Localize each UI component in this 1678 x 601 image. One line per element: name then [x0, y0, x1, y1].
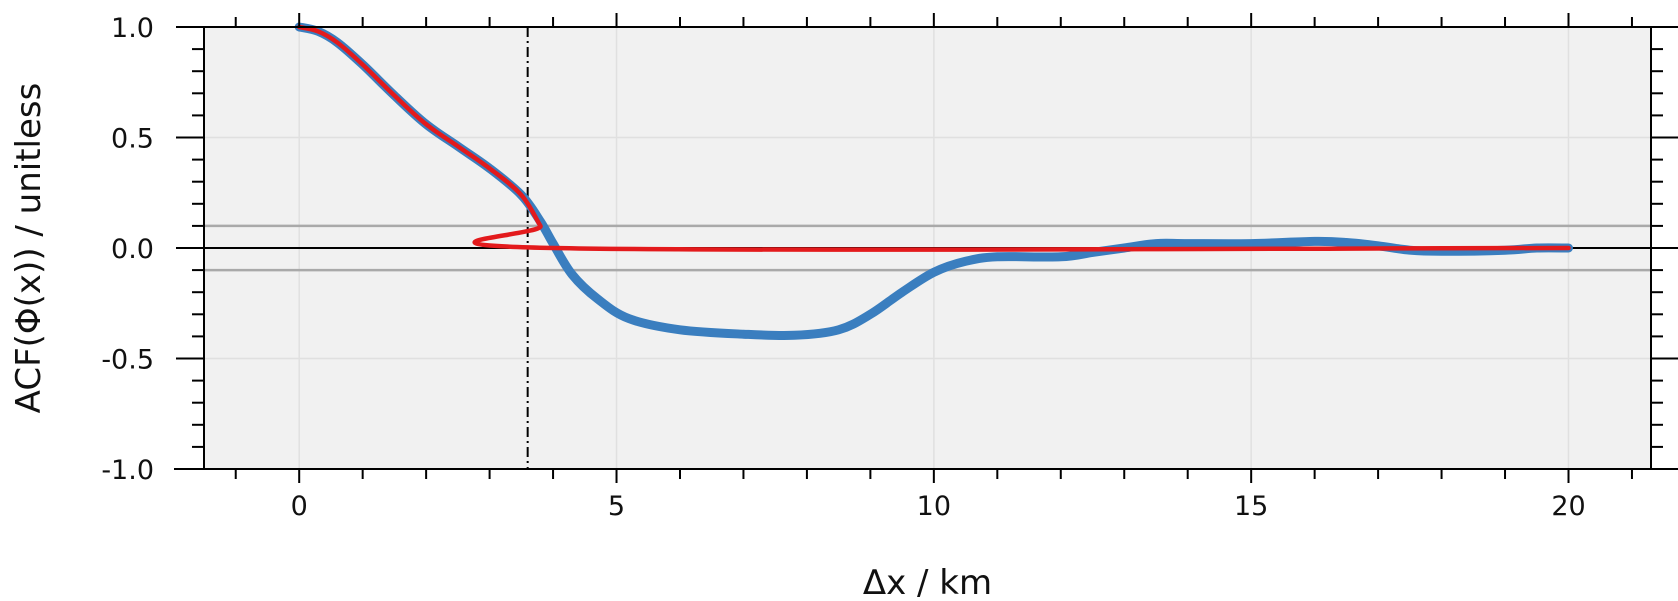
y-tick-label: 0.5 [111, 124, 154, 155]
series-lines [294, 22, 1573, 341]
y-tick-label: 1.0 [111, 13, 154, 44]
y-axis-label: ACF(Φ(x)) / unitless [9, 83, 49, 414]
tick-labels: 0 5 10 15 20 1.0 0.5 0.0 -0.5 -1.0 [101, 13, 1585, 522]
x-axis-label: Δx / km [863, 563, 992, 601]
x-tick-label: 5 [608, 491, 625, 522]
y-tick-label: -1.0 [101, 455, 154, 486]
x-tick-label: 0 [291, 491, 308, 522]
x-tick-label: 20 [1551, 491, 1585, 522]
series-line-truncated [296, 24, 1571, 252]
y-tick-label: -0.5 [101, 345, 154, 376]
x-tick-label: 15 [1234, 491, 1268, 522]
x-tick-label: 10 [917, 491, 951, 522]
y-tick-label: 0.0 [111, 234, 154, 265]
axis-ticks [176, 13, 1678, 483]
